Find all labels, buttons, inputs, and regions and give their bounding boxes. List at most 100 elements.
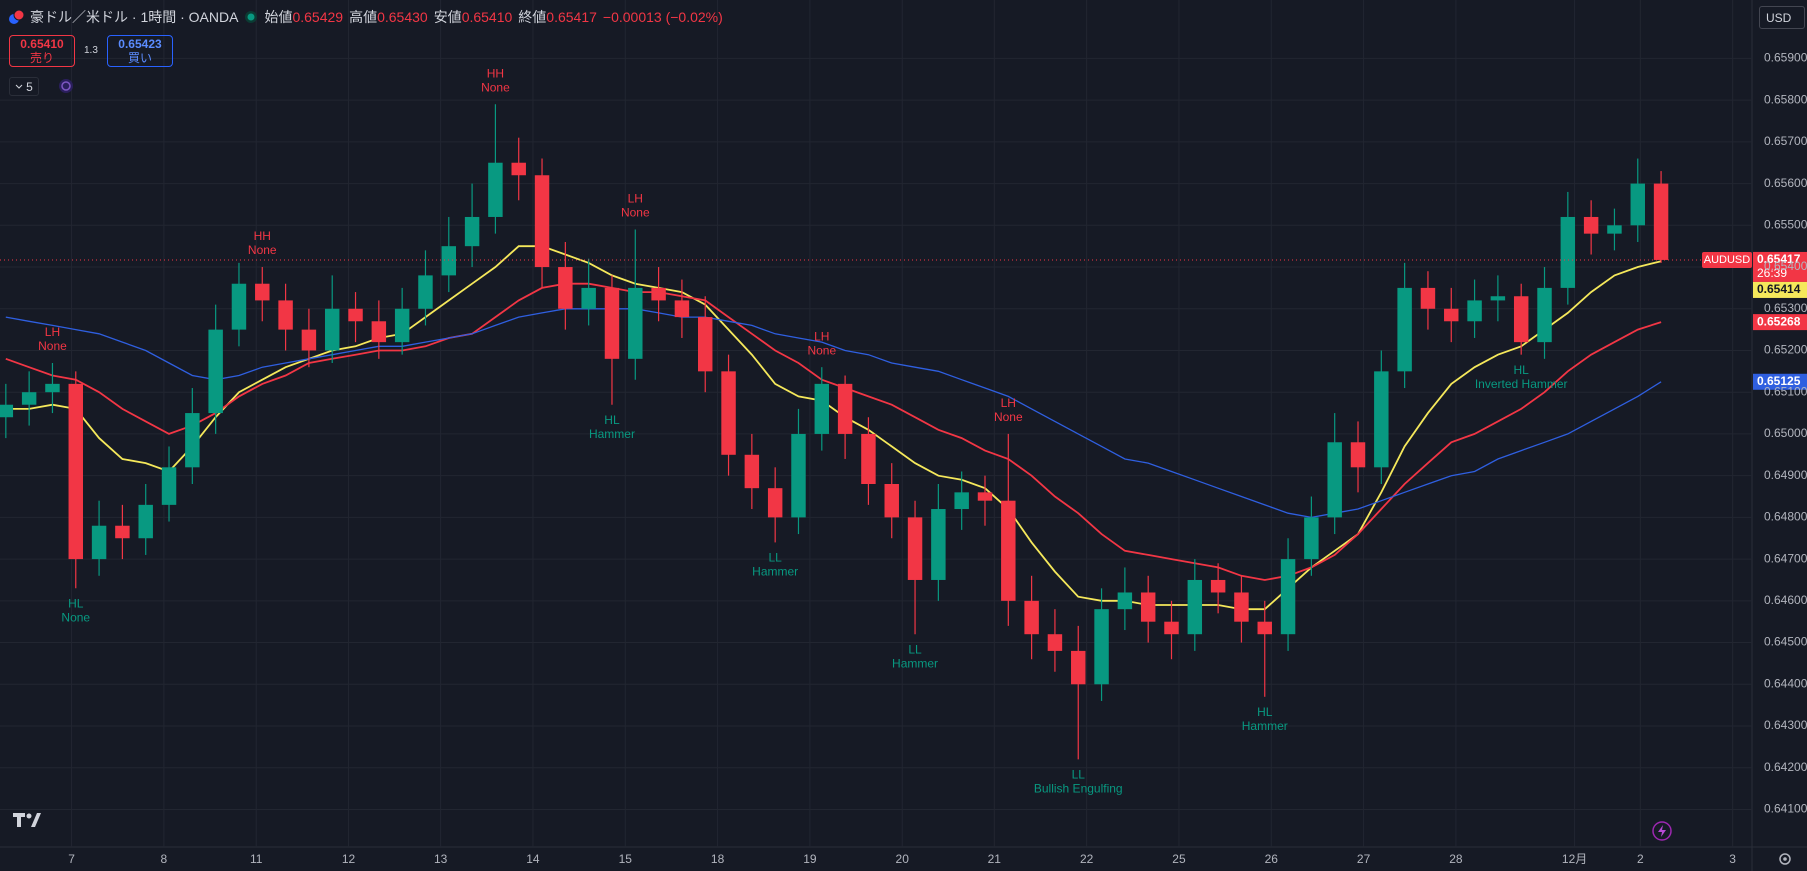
moving-averages xyxy=(5,245,1662,611)
candle-body xyxy=(1001,500,1016,601)
buy-label: 買い xyxy=(127,51,152,65)
candle-body xyxy=(301,329,317,351)
buy-button[interactable]: 0.65423 買い xyxy=(107,35,173,67)
candle-body xyxy=(161,467,177,505)
swing-label: LH xyxy=(814,329,829,343)
candle-body xyxy=(1397,287,1412,372)
candle-body xyxy=(1047,634,1063,651)
symbol-tag xyxy=(1702,251,1752,268)
candle-body xyxy=(1024,600,1039,635)
pattern-label: None xyxy=(38,339,67,353)
pattern-label: None xyxy=(621,206,650,220)
pattern-label: None xyxy=(248,243,277,257)
candle-body xyxy=(767,488,783,518)
countdown: 26:39 xyxy=(1757,266,1787,280)
close-label: 終値0.65417 xyxy=(518,9,597,25)
y-tick-label: 0.64800 xyxy=(1764,510,1807,524)
low-label: 安値0.65410 xyxy=(433,9,513,25)
candle-body xyxy=(1234,592,1249,622)
candle-body xyxy=(1140,592,1156,622)
candle-body xyxy=(1420,287,1436,309)
candle-body xyxy=(208,329,223,414)
swing-label: HL xyxy=(604,413,620,427)
axes: 0.65900 0.65800 0.65700 0.65600 0.65500 0.654… xyxy=(68,51,1807,867)
swing-label: LH xyxy=(628,192,643,206)
currency-selector[interactable]: USD xyxy=(1759,6,1805,29)
tv-logo xyxy=(13,813,41,827)
candle-body xyxy=(791,433,806,518)
x-tick-label: 12月 xyxy=(1562,852,1587,866)
ma-tag xyxy=(1753,373,1807,390)
candle-body xyxy=(488,162,503,217)
ma-tag xyxy=(1753,314,1807,331)
candle-body xyxy=(1607,225,1622,234)
candle-body xyxy=(371,321,387,343)
y-tick-label: 0.65000 xyxy=(1764,426,1807,440)
ma-tag-label: 0.65268 xyxy=(1757,314,1801,328)
candle-body xyxy=(558,267,573,309)
y-tick-label: 0.64500 xyxy=(1764,635,1807,649)
swing-label: HH xyxy=(487,66,504,80)
candle-body xyxy=(138,504,153,539)
sell-price: 0.65410 xyxy=(20,37,64,51)
x-tick-label: 7 xyxy=(68,852,75,866)
symbol-tag-label: AUDUSD xyxy=(1704,254,1751,266)
sync-icon[interactable] xyxy=(58,78,74,94)
pattern-label: None xyxy=(807,343,836,357)
lightning-button[interactable] xyxy=(1652,821,1672,841)
candle-body xyxy=(68,383,83,560)
candle-body xyxy=(1071,650,1086,685)
indicator-count: 5 xyxy=(26,79,33,94)
swing-label: LL xyxy=(1072,768,1086,782)
x-tick-label: 20 xyxy=(896,852,910,866)
candle-body xyxy=(1467,300,1482,322)
candle-body xyxy=(1210,579,1226,593)
moving-average-line xyxy=(5,308,1662,519)
market-status xyxy=(245,11,258,23)
swing-label: LL xyxy=(908,642,922,656)
indicator-toggle[interactable]: 5 xyxy=(9,77,39,96)
x-tick-label: 13 xyxy=(434,852,448,866)
candle-body xyxy=(581,287,596,309)
candle-body xyxy=(1350,442,1366,468)
grid xyxy=(0,0,1752,847)
x-tick-label: 21 xyxy=(988,852,1002,866)
pattern-label: Hammer xyxy=(892,656,938,670)
candle-body xyxy=(1513,296,1529,343)
candle-body xyxy=(21,392,37,405)
open-label: 始値0.65429 xyxy=(264,9,344,25)
candle-body xyxy=(45,383,60,393)
pattern-label: None xyxy=(994,410,1023,424)
candle-body xyxy=(604,287,620,359)
ma-tag xyxy=(1753,281,1807,298)
sell-label: 売り xyxy=(29,51,54,65)
candle-body xyxy=(1653,183,1669,260)
candle-body xyxy=(954,492,969,510)
y-tick-label: 0.65400 xyxy=(1764,259,1807,273)
sell-button[interactable]: 0.65410 売り xyxy=(9,35,75,67)
symbol-icon xyxy=(9,9,24,24)
y-tick-label: 0.65700 xyxy=(1764,134,1807,148)
x-tick-label: 14 xyxy=(526,852,540,866)
candle-body xyxy=(1444,308,1459,322)
ma-tag-label: 0.65414 xyxy=(1757,282,1801,296)
annotations: LHNoneHLNoneHHNoneHHNoneHLHammerLHNoneLL… xyxy=(38,66,1567,795)
x-tick-label: 19 xyxy=(803,852,817,866)
swing-label: HL xyxy=(1257,705,1273,719)
x-tick-label: 2 xyxy=(1637,852,1644,866)
settings-button[interactable] xyxy=(1779,853,1791,865)
pattern-label: Hammer xyxy=(752,565,798,579)
header: 豪ドル／米ドル · 1時間 · OANDA 始値0.65429 高値0.6543… xyxy=(8,7,723,27)
y-tick-label: 0.65300 xyxy=(1764,301,1807,315)
pattern-label: Hammer xyxy=(589,427,635,441)
candle-body xyxy=(0,404,14,418)
candle-body xyxy=(1164,621,1179,635)
candle-body xyxy=(861,433,876,484)
candle-body xyxy=(464,216,480,247)
pattern-label: None xyxy=(481,80,510,94)
y-tick-label: 0.65900 xyxy=(1764,51,1807,65)
y-tick-label: 0.65800 xyxy=(1764,92,1807,106)
candle-body xyxy=(115,525,130,539)
swing-label: HH xyxy=(254,229,271,243)
